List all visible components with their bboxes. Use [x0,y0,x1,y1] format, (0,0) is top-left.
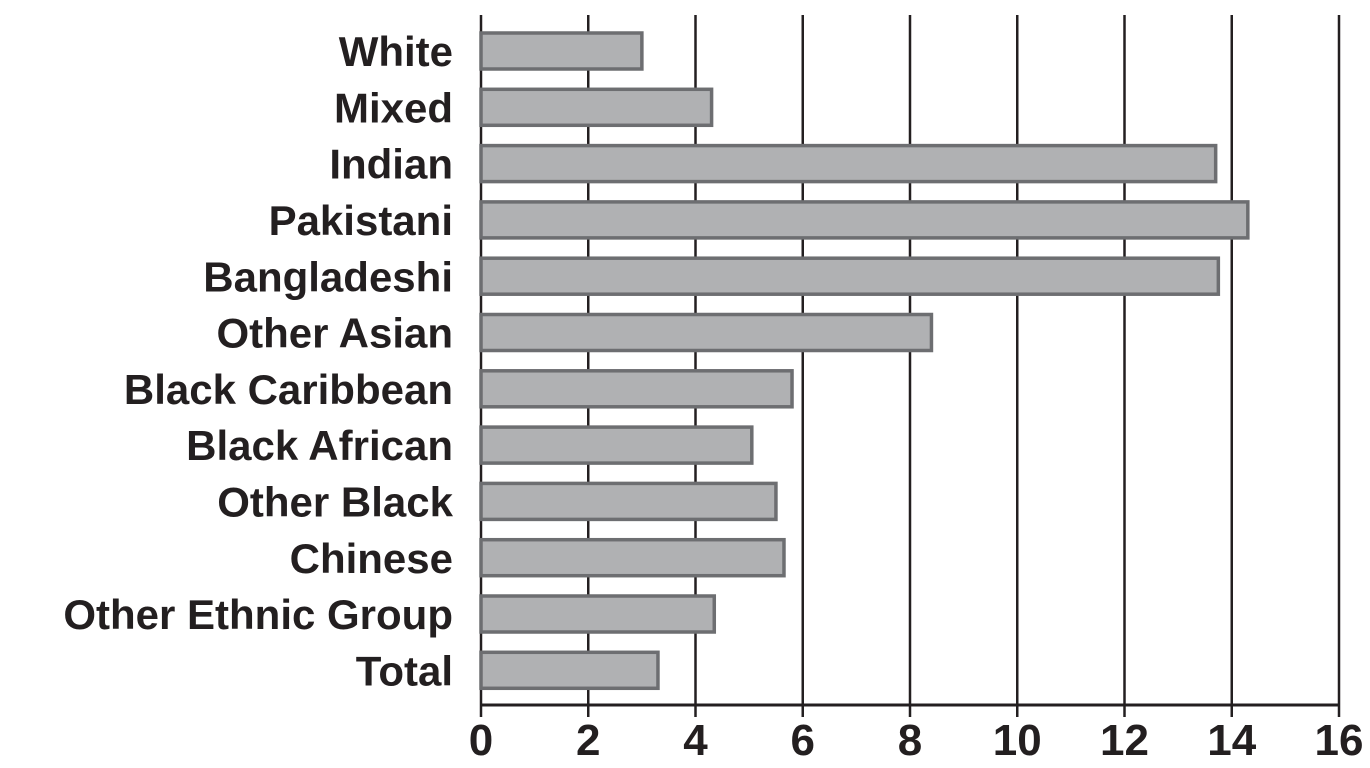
bar-indian [479,143,1218,184]
x-tick-label: 4 [683,716,708,763]
category-label: Bangladeshi [203,253,453,300]
bar-other-asian [479,312,934,353]
category-label: Other Asian [217,310,454,357]
bar-pakistani [479,200,1250,240]
bar-black-african [479,425,754,465]
category-label: Pakistani [269,197,453,244]
x-tick-label: 12 [1100,716,1149,763]
bar-mixed [479,87,714,128]
bar-chinese [479,537,786,578]
category-label: White [339,28,453,75]
bar-bangladeshi [479,256,1221,296]
category-label: Indian [329,141,453,188]
category-label: Chinese [290,535,453,582]
category-label: Other Black [217,479,453,526]
category-labels: White Mixed Indian Pakistani Bangladeshi Othe… [63,28,453,694]
category-label: Black Caribbean [124,366,453,413]
category-label: Total [356,647,453,694]
gridlines [479,15,1341,705]
x-tick-label: 8 [898,716,922,763]
bar-other-black [479,481,778,522]
x-tick-label: 14 [1207,716,1256,763]
bar-total [479,650,660,691]
bar-black-caribbean [479,369,794,409]
x-tick-label: 16 [1315,716,1364,763]
category-label: Mixed [334,84,453,131]
x-tick-label: 0 [469,716,493,763]
x-axis [479,703,1341,717]
bar-white [479,31,644,71]
category-label: Other Ethnic Group [63,591,453,638]
category-label: Black African [186,422,453,469]
x-tick-labels: 0 2 4 6 8 10 12 14 16 [469,716,1364,765]
x-tick-label: 2 [576,716,600,763]
bars [479,31,1250,691]
x-tick-label: 6 [791,716,815,763]
bar-other-ethnic-group [479,594,717,634]
x-tick-label: 10 [993,716,1042,763]
